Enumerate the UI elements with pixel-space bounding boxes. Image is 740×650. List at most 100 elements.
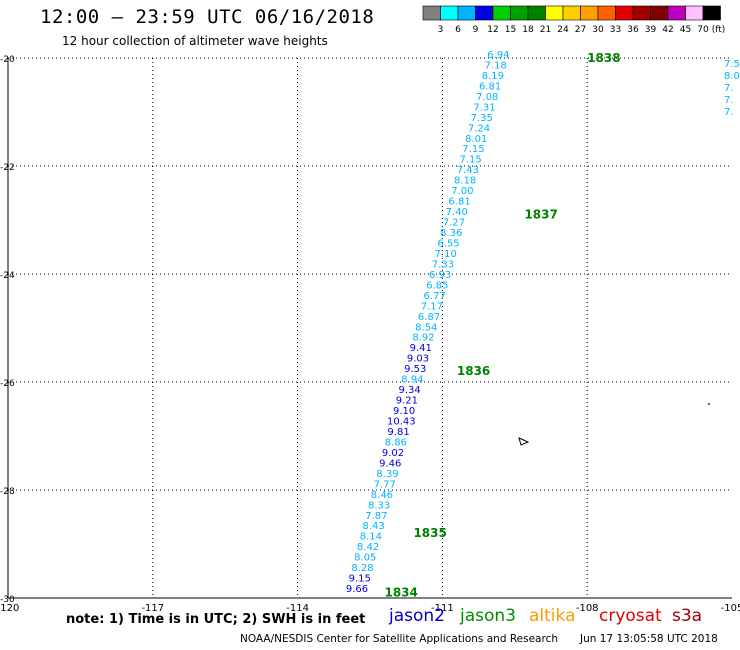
wave-height-value: 9.46 [379,458,401,469]
x-tick-label: -108 [576,603,599,612]
colorbar-label: 27 [575,25,586,35]
wave-height-value: 6.85 [426,280,448,291]
wave-height-value: 9.66 [346,584,368,595]
wave-height-value: 9.02 [382,448,404,459]
colorbar-label: 33 [610,25,621,35]
satellite-label-altika: altika [529,606,576,626]
colorbar-label: 42 [662,25,673,35]
wave-height-value: 10.43 [387,417,416,428]
y-tick-label: -26 [0,379,15,389]
y-tick-label: -20 [0,55,15,65]
wave-height-value: 7.40 [446,207,468,218]
edge-wave-height-value: 7. [724,95,734,106]
island-outline [518,437,530,446]
wave-height-value: 8.43 [362,521,384,532]
wave-height-value: 8.39 [376,469,398,480]
wave-height-value: 8.36 [440,228,462,239]
footer-note: note: 1) Time is in UTC; 2) SWH is in fe… [66,612,366,627]
wave-height-value: 8.28 [351,563,373,574]
wave-height-value: 8.54 [415,322,437,333]
colorbar-label: 36 [627,25,639,35]
wave-height-value: 7.15 [462,144,484,155]
wave-height-value: 7.43 [457,165,479,176]
colorbar-label: 15 [505,25,516,35]
wave-height-value: 9.81 [387,427,409,438]
pass-time-label: 1837 [524,208,557,222]
x-tick-label: -117 [141,603,164,612]
wave-height-value: 6.81 [448,197,470,208]
colorbar-label: 45 [680,25,691,35]
wave-height-value: 8.14 [360,532,382,543]
chart-title: 12:00 – 23:59 UTC 06/16/2018 [40,6,375,28]
wave-height-value: 7.87 [365,511,387,522]
y-tick-label: -30 [0,595,15,605]
x-tick-label: -114 [286,603,309,612]
wave-height-value: 7.27 [443,218,465,229]
wave-height-value: 9.34 [399,385,421,396]
colorbar-label: (ft) [712,25,726,35]
y-tick-label: -24 [0,271,15,281]
y-tick-label: -22 [0,163,15,173]
colorbar-label: 12 [487,25,498,35]
wave-height-chart: -120 -117 -114 -111 -108 -105 -20 -22 -24 -26 -28 -… [0,50,740,612]
pass-time-label: 1836 [457,364,490,378]
pass-time-label: 1834 [384,586,417,600]
island-dot [708,403,710,405]
colorbar-label: 30 [592,25,604,35]
wave-height-value: 9.21 [396,396,418,407]
wave-height-value: 7.08 [476,92,498,103]
edge-wave-height-value: 8.0 [724,71,740,82]
colorbar-label: 39 [645,25,657,35]
edge-wave-height-value: 7. [724,83,734,94]
x-tick-label: -120 [0,603,19,612]
chart-subtitle: 12 hour collection of altimeter wave hei… [62,34,328,48]
wave-height-value: 8.92 [412,333,434,344]
wave-height-value: 8.18 [454,176,476,187]
wave-height-value: 9.03 [407,354,429,365]
wave-height-value: 7.17 [421,301,443,312]
wave-height-value: 7.33 [432,259,454,270]
wave-height-value: 6.55 [437,238,459,249]
wave-height-value: 7.31 [473,102,495,113]
satellite-label-jason3: jason3 [460,606,516,626]
pass-time-label: 1838 [587,51,620,65]
satellite-label-cryosat: cryosat [599,606,662,626]
pass-time-label: 1835 [413,526,446,540]
colorbar-swatch [702,5,721,21]
x-tick-label: -105 [721,603,740,612]
satellite-label-s3a: s3a [672,606,703,626]
wave-height-value: 9.10 [393,406,415,417]
colorbar-label: 6 [455,25,461,35]
wave-height-value: 7.00 [451,186,473,197]
wave-height-value: 7.77 [374,479,396,490]
colorbar-legend: 3 6 9 12 15 18 21 24 27 30 33 36 39 42 45 70 (ft) [422,5,726,35]
wave-height-value: 6.93 [429,270,451,281]
y-tick-label: -28 [0,487,15,497]
wave-height-value: 7.35 [471,113,493,124]
wave-height-value: 7.10 [435,249,457,260]
wave-height-value: 9.15 [349,574,371,585]
colorbar-label: 9 [473,25,479,35]
wave-height-value: 6.77 [423,291,445,302]
wave-height-value: 8.86 [385,437,407,448]
credit-line: NOAA/NESDIS Center for Satellite Applica… [240,633,558,645]
edge-wave-height-value: 7.5 [724,59,740,70]
wave-height-value: 6.94 [487,50,509,61]
wave-height-value: 8.33 [368,500,390,511]
colorbar-label: 70 [697,25,709,35]
wave-height-value: 9.41 [410,343,432,354]
wave-height-value: 6.81 [479,81,501,92]
timestamp: Jun 17 13:05:58 UTC 2018 [580,633,718,645]
x-tick-label: -111 [431,603,454,612]
colorbar-label: 21 [540,25,551,35]
edge-wave-height-value: 7. [724,107,734,118]
wave-height-value: 8.94 [401,375,423,386]
wave-height-value: 8.05 [354,553,376,564]
colorbar-label: 24 [557,25,569,35]
wave-height-value: 7.15 [460,155,482,166]
wave-height-value: 6.87 [418,312,440,323]
wave-height-value: 7.18 [484,60,506,71]
colorbar-label: 3 [438,25,444,35]
wave-height-value: 8.01 [465,134,487,145]
satellite-label-jason2: jason2 [389,606,445,626]
